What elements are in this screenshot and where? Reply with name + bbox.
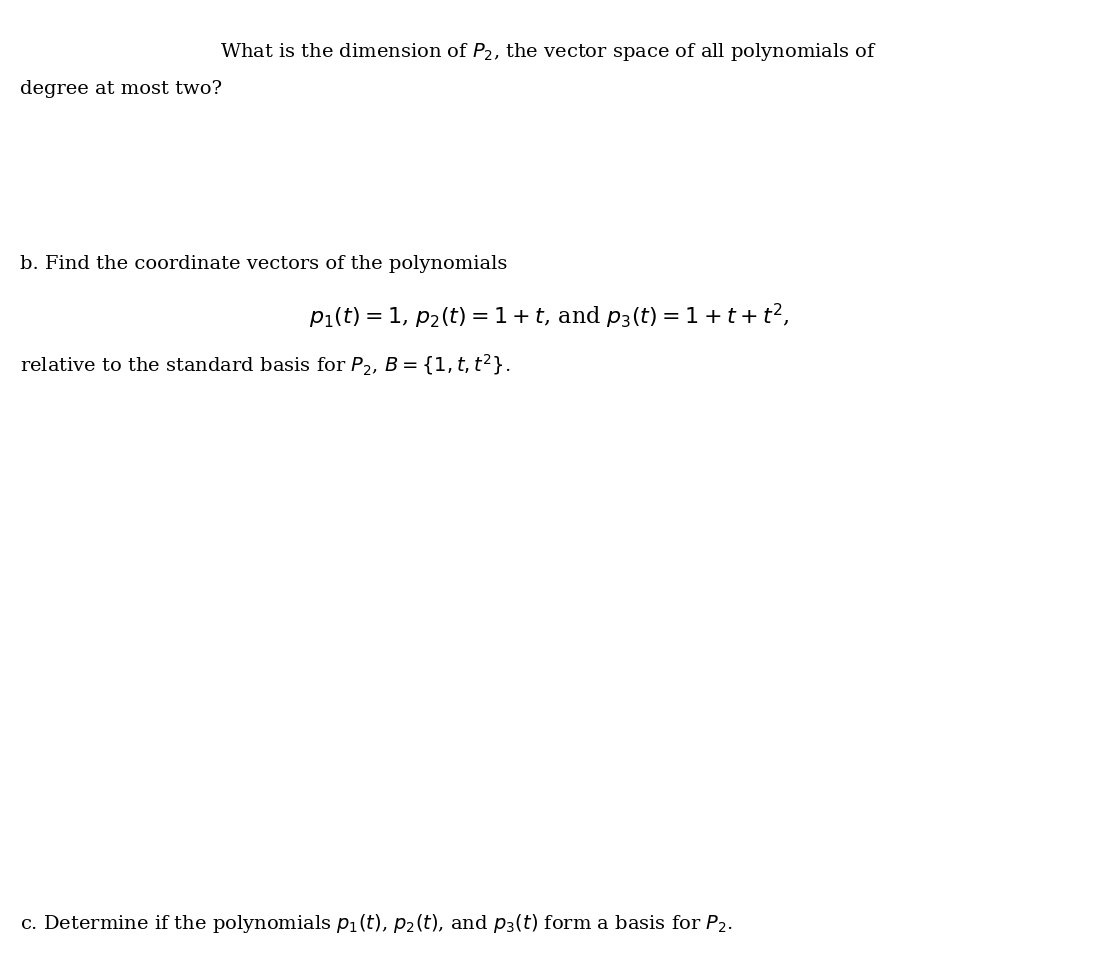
- Text: c. Determine if the polynomials $p_1(t)$, $p_2(t)$, and $p_3(t)$ form a basis fo: c. Determine if the polynomials $p_1(t)$…: [20, 912, 732, 935]
- Text: b. Find the coordinate vectors of the polynomials: b. Find the coordinate vectors of the po…: [20, 255, 507, 273]
- Text: relative to the standard basis for $P_2$, $B=\{1, t, t^2\}$.: relative to the standard basis for $P_2$…: [20, 352, 511, 377]
- Text: What is the dimension of $P_2$, the vector space of all polynomials of: What is the dimension of $P_2$, the vect…: [221, 41, 877, 63]
- Text: $p_1(t)=1$, $p_2(t)=1+t$, and $p_3(t)=1+t+t^2$,: $p_1(t)=1$, $p_2(t)=1+t$, and $p_3(t)=1+…: [309, 301, 789, 330]
- Text: degree at most two?: degree at most two?: [20, 80, 222, 98]
